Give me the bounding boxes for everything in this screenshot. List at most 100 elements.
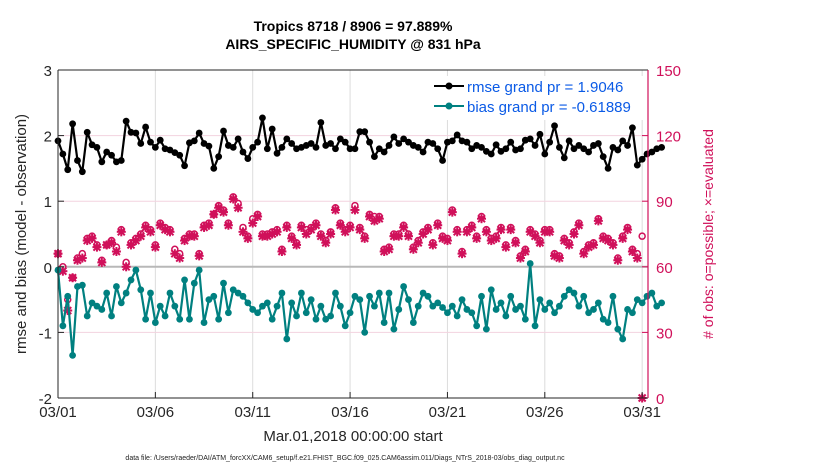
obs-evaluated-point <box>282 222 292 232</box>
bias-point <box>69 351 77 359</box>
bias-point <box>341 322 349 330</box>
rmse-point <box>507 138 515 146</box>
bias-point <box>502 312 510 320</box>
bias-point <box>93 302 101 310</box>
obs-evaluated-point <box>496 225 506 235</box>
x-tick-label: 03/11 <box>235 404 271 421</box>
rmse-point <box>122 117 130 125</box>
bias-point <box>210 292 218 300</box>
rmse-point <box>580 145 588 153</box>
bias-point <box>424 292 432 300</box>
rmse-point <box>366 138 373 146</box>
bias-point <box>268 315 276 323</box>
bias-point <box>638 299 646 307</box>
bias-point <box>551 309 558 317</box>
obs-evaluated-point <box>287 233 297 243</box>
bias-point <box>521 315 529 323</box>
rmse-point <box>546 138 554 146</box>
obs-evaluated-point <box>165 227 175 237</box>
bias-point <box>604 319 612 326</box>
legend-bias-marker <box>445 102 453 110</box>
obs-evaluated-point <box>554 253 564 263</box>
rmse-point <box>239 148 247 156</box>
obs-evaluated-point <box>189 231 199 241</box>
obs-evaluated-point <box>311 220 321 230</box>
bias-point <box>215 315 223 323</box>
obs-evaluated-point <box>588 240 598 250</box>
bias-point <box>599 315 607 323</box>
bias-point <box>127 276 135 284</box>
bias-point <box>507 292 515 300</box>
y2-tick-label: 30 <box>656 325 673 342</box>
rmse-point <box>361 128 369 136</box>
y2-tick-label: 60 <box>656 260 673 277</box>
obs-evaluated-point <box>272 227 282 237</box>
bias-point <box>536 296 544 303</box>
rmse-point <box>575 142 583 149</box>
obs-evaluated-point <box>326 229 336 239</box>
bias-point <box>385 289 393 297</box>
rmse-point <box>312 144 320 151</box>
obs-evaluated-point <box>627 246 637 256</box>
bias-point <box>346 309 354 317</box>
rmse-point <box>599 153 607 160</box>
obs-evaluated-point <box>408 244 418 254</box>
rmse-point <box>429 140 437 147</box>
obs-evaluated-point <box>209 209 219 219</box>
y-tick-label: 1 <box>44 194 52 211</box>
rmse-point <box>307 140 315 147</box>
obs-evaluated-point <box>613 255 623 265</box>
rmse-point <box>556 144 563 151</box>
bias-point <box>473 322 481 330</box>
bias-point <box>302 309 310 317</box>
obs-evaluated-point <box>296 222 306 232</box>
obs-evaluated-point <box>491 233 501 243</box>
rmse-point <box>448 137 456 145</box>
obs-evaluated-point <box>506 225 516 235</box>
obs-evaluated-point <box>214 203 224 213</box>
bias-point <box>444 309 451 317</box>
bias-point <box>512 306 519 313</box>
bias-point <box>609 292 617 300</box>
obs-evaluated-point <box>277 246 287 256</box>
bias-point <box>439 304 446 311</box>
obs-evaluated-point <box>97 257 107 267</box>
bias-point <box>142 315 150 323</box>
rmse-point <box>317 119 325 126</box>
rmse-point <box>502 145 510 153</box>
bias-point <box>560 292 568 300</box>
obs-evaluated-point <box>253 212 263 222</box>
rmse-point <box>254 138 261 146</box>
rmse-point <box>434 145 442 153</box>
bias-point <box>293 312 300 320</box>
bias-point <box>570 289 578 297</box>
y2-axis-label: # of obs: o=possible; ×=evaluated <box>700 129 716 339</box>
bias-point <box>59 322 67 330</box>
obs-evaluated-point <box>452 227 462 237</box>
bias-point <box>117 299 125 307</box>
obs-evaluated-point <box>515 253 525 263</box>
obs-evaluated-point <box>457 249 467 259</box>
rmse-point <box>210 165 218 172</box>
y-axis-label: rmse and bias (model - observation) <box>13 114 30 354</box>
obs-evaluated-point <box>477 214 487 224</box>
bias-point <box>351 292 359 300</box>
bias-point <box>98 306 106 313</box>
bias-point <box>492 306 500 313</box>
rmse-point <box>229 144 237 151</box>
obs-possible-point <box>638 232 646 240</box>
bias-point <box>132 266 140 274</box>
obs-evaluated-point <box>355 225 365 235</box>
rmse-point <box>142 123 150 131</box>
bias-point <box>366 292 373 300</box>
bias-point <box>229 286 237 294</box>
bias-point <box>147 289 154 297</box>
bias-point <box>220 279 227 287</box>
axes: 03/01 03/06 03/11 03/16 03/21 03/26 03/3103060… <box>39 63 681 421</box>
obs-evaluated-point <box>243 233 253 243</box>
obs-evaluated-point <box>428 240 438 250</box>
obs-evaluated-point <box>228 194 238 204</box>
bias-point <box>263 299 271 307</box>
bias-point <box>458 296 466 303</box>
y-tick-label: -1 <box>39 325 52 342</box>
